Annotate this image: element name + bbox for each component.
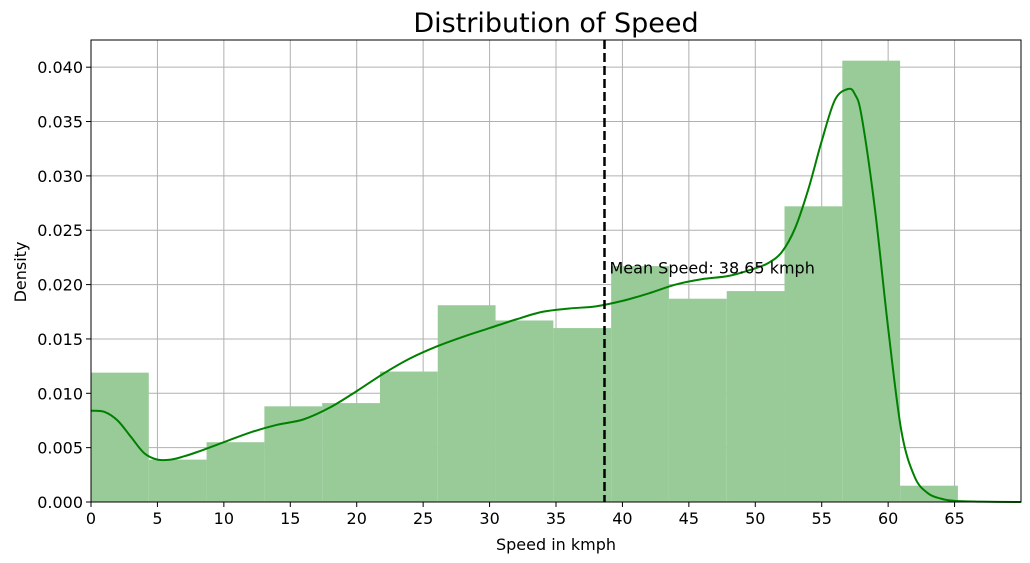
histogram-bar [668, 298, 727, 502]
x-tick-label: 60 [878, 509, 898, 528]
x-tick-label: 10 [214, 509, 234, 528]
mean-annotation: Mean Speed: 38.65 kmph [609, 259, 814, 278]
histogram-bar [264, 406, 323, 502]
histogram-bar [726, 291, 785, 502]
x-tick-label: 15 [280, 509, 300, 528]
histogram-bar [495, 320, 554, 502]
y-tick-label: 0.040 [37, 58, 83, 77]
histogram-bar [379, 371, 438, 502]
histogram-bar [206, 442, 265, 502]
y-tick-label: 0.020 [37, 276, 83, 295]
y-tick-label: 0.000 [37, 493, 83, 512]
x-tick-label: 0 [86, 509, 96, 528]
x-tick-label: 35 [546, 509, 566, 528]
y-tick-label: 0.025 [37, 221, 83, 240]
x-tick-label: 25 [413, 509, 433, 528]
histogram-bar [842, 60, 901, 503]
histogram-bar [437, 305, 496, 502]
histogram-bar [553, 328, 612, 502]
histogram-bar [322, 403, 380, 502]
histogram-bars [91, 60, 958, 503]
y-axis-label: Density [11, 242, 30, 303]
x-tick-label: 40 [612, 509, 632, 528]
kde-curve [90, 87, 1022, 503]
y-tick-label: 0.015 [37, 330, 83, 349]
histogram-bar [91, 372, 149, 502]
y-tick-label: 0.030 [37, 167, 83, 186]
histogram-bar [148, 459, 207, 502]
x-axis-label: Speed in kmph [496, 535, 616, 554]
x-tick-label: 65 [944, 509, 964, 528]
histogram-bar [611, 266, 669, 502]
x-tick-label: 30 [479, 509, 499, 528]
chart-title: Distribution of Speed [413, 8, 698, 39]
y-tick-label: 0.005 [37, 439, 83, 458]
x-tick-label: 45 [679, 509, 699, 528]
y-tick-label: 0.010 [37, 384, 83, 403]
x-tick-label: 55 [812, 509, 832, 528]
y-tick-label: 0.035 [37, 113, 83, 132]
y-axis-ticks: 0.000 0.005 0.010 0.015 0.020 0.025 0.030 0.035… [37, 58, 91, 512]
x-tick-label: 50 [745, 509, 765, 528]
x-tick-label: 20 [347, 509, 367, 528]
histogram-bar [784, 206, 843, 502]
x-axis-ticks: 0 5 10 15 20 25 30 35 40 45 50 55 60 65 [86, 502, 965, 528]
x-tick-label: 5 [152, 509, 162, 528]
